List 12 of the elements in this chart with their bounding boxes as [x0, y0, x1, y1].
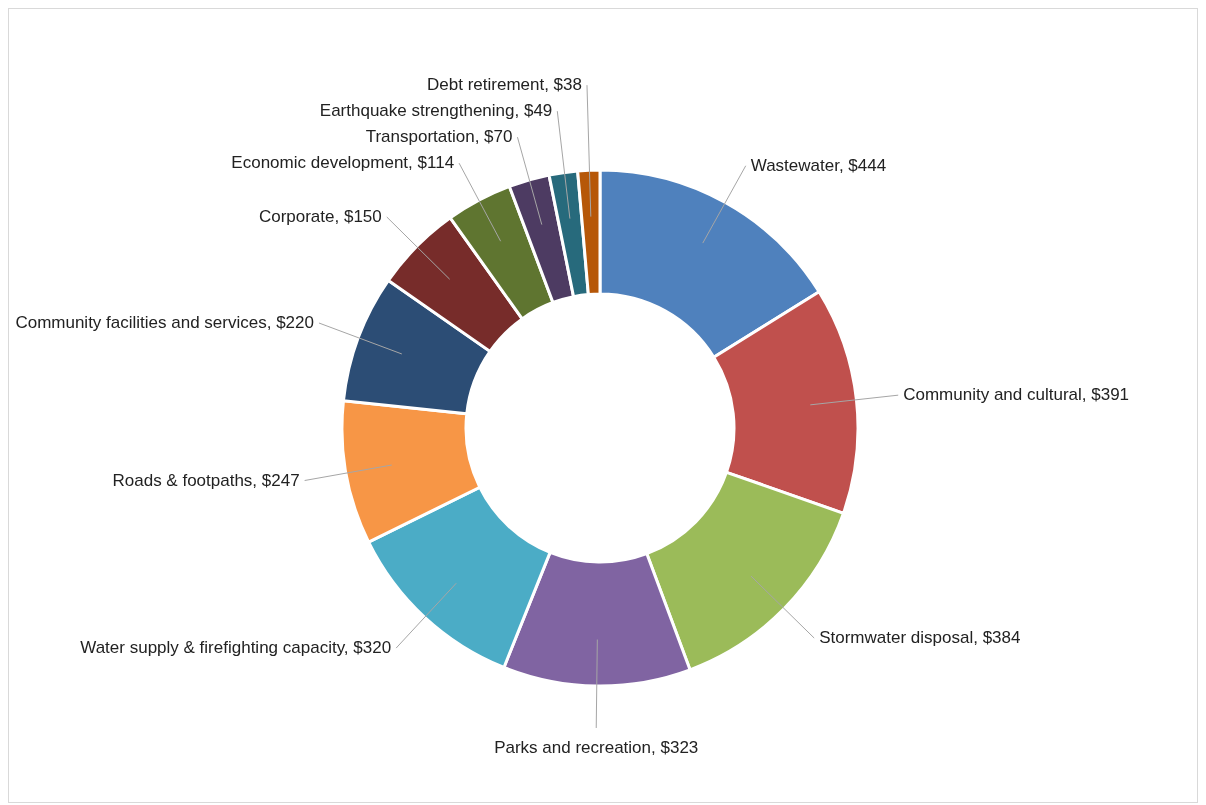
- slice-label: Debt retirement, $38: [427, 75, 582, 95]
- slice-label: Transportation, $70: [365, 127, 513, 147]
- slice-label: Wastewater, $444: [750, 155, 887, 175]
- slice-label: Roads & footpaths, $247: [112, 470, 300, 490]
- slice-label: Stormwater disposal, $384: [819, 628, 1021, 648]
- slice-label: Community and cultural, $391: [903, 385, 1130, 405]
- slice-label: Economic development, $114: [231, 153, 455, 173]
- slice-label: Community facilities and services, $220: [15, 313, 314, 332]
- slice-label: Water supply & firefighting capacity, $320: [80, 638, 392, 658]
- slice-label: Earthquake strengthening, $49: [319, 101, 553, 121]
- slice-label: Parks and recreation, $323: [494, 737, 699, 757]
- slice-label: Corporate, $150: [258, 206, 382, 226]
